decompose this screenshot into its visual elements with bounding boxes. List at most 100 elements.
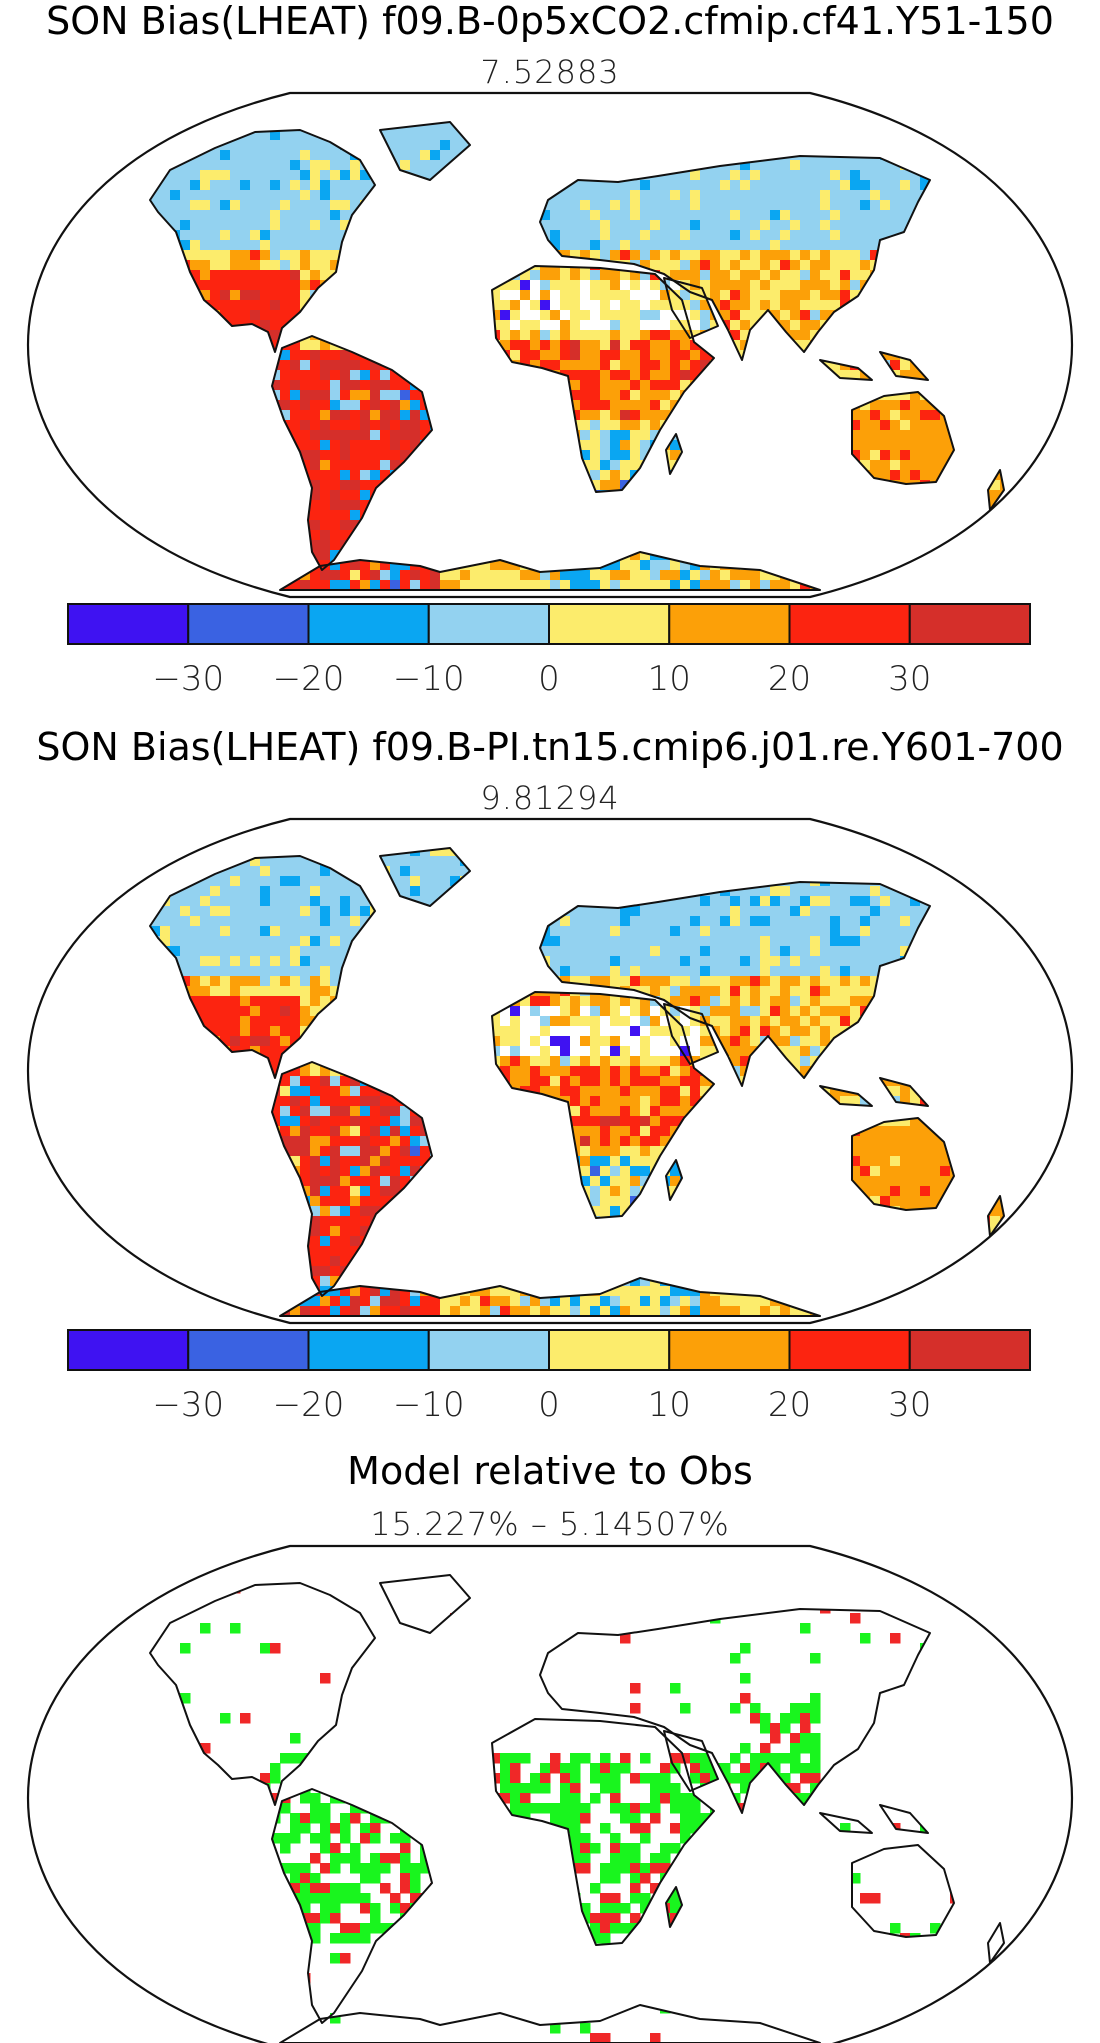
grid-cell [30, 480, 41, 491]
grid-cell [320, 430, 331, 441]
grid-cell [990, 90, 1001, 101]
grid-cell [570, 290, 581, 301]
grid-cell [1040, 210, 1051, 221]
grid-cell [1080, 200, 1091, 211]
grid-cell [400, 450, 411, 461]
grid-cell [450, 150, 461, 161]
grid-cell [640, 430, 651, 441]
grid-cell [600, 460, 611, 471]
grid-cell [410, 390, 421, 401]
grid-cell [340, 220, 351, 231]
grid-cell [670, 300, 681, 311]
grid-cell [10, 350, 21, 361]
grid-cell [600, 330, 611, 341]
grid-cell [220, 140, 231, 151]
grid-cell [1070, 520, 1081, 531]
grid-cell [1080, 190, 1091, 201]
grid-cell [1090, 390, 1100, 401]
grid-cell [530, 270, 541, 281]
grid-cell [1050, 150, 1061, 161]
grid-cell [650, 320, 661, 331]
grid-cell [570, 310, 581, 321]
grid-cell [80, 110, 91, 121]
grid-cell [60, 480, 71, 491]
grid-cell [370, 390, 381, 401]
grid-cell [680, 310, 691, 321]
grid-cell [600, 430, 611, 441]
grid-cell [200, 200, 211, 211]
grid-cell [370, 360, 381, 371]
grid-cell [890, 210, 901, 221]
grid-cell [330, 180, 341, 191]
grid-cell [780, 290, 791, 301]
grid-cell [310, 410, 321, 421]
grid-cell [20, 100, 31, 111]
grid-cell [250, 180, 261, 191]
grid-cell [350, 400, 361, 411]
grid-cell [340, 480, 351, 491]
grid-cell [410, 420, 421, 431]
grid-cell [600, 470, 611, 481]
grid-cell [610, 180, 621, 191]
grid-cell [340, 380, 351, 391]
grid-cell [680, 330, 691, 341]
grid-cell [10, 310, 21, 321]
grid-cell [1010, 500, 1021, 511]
grid-cell [340, 190, 351, 201]
grid-cell [860, 430, 871, 441]
grid-cell [610, 400, 621, 411]
grid-cell [900, 180, 911, 191]
grid-cell [500, 300, 511, 311]
grid-cell [680, 360, 691, 371]
grid-cell [30, 540, 41, 551]
grid-cell [1080, 480, 1091, 491]
grid-cell [500, 280, 511, 291]
grid-cell [50, 460, 61, 471]
grid-cell [710, 280, 721, 291]
grid-cell [390, 370, 401, 381]
grid-cell [50, 540, 61, 551]
grid-cell [880, 160, 891, 171]
grid-cell [1070, 290, 1081, 301]
grid-cell [610, 480, 621, 491]
grid-cell [220, 310, 231, 321]
grid-cell [380, 430, 391, 441]
grid-cell [380, 380, 391, 391]
grid-cell [1090, 380, 1100, 391]
grid-cell [1000, 170, 1004, 181]
grid-cell [0, 240, 11, 251]
grid-cell [400, 420, 411, 431]
grid-cell [590, 410, 601, 421]
grid-cell [180, 250, 191, 261]
grid-cell [650, 210, 661, 221]
grid-cell [10, 450, 21, 461]
grid-cell [650, 180, 661, 191]
grid-cell [380, 470, 391, 481]
grid-cell [610, 210, 621, 221]
grid-cell [870, 200, 881, 211]
grid-cell [810, 160, 821, 171]
grid-cell [260, 280, 271, 291]
grid-cell [350, 350, 361, 361]
grid-cell [250, 240, 261, 251]
grid-cell [930, 100, 941, 111]
grid-cell [0, 410, 11, 421]
grid-cell [350, 200, 361, 211]
grid-cell [790, 230, 801, 241]
grid-cell [590, 340, 601, 351]
grid-cell [300, 440, 311, 451]
grid-cell [570, 330, 581, 341]
grid-cell [660, 320, 671, 331]
grid-cell [1030, 90, 1041, 101]
grid-cell [820, 210, 831, 221]
grid-cell [20, 110, 31, 121]
grid-cell [660, 290, 671, 301]
grid-cell [110, 540, 121, 551]
grid-cell [190, 260, 201, 271]
grid-cell [250, 150, 261, 161]
grid-cell [150, 140, 151, 151]
grid-cell [580, 310, 591, 321]
grid-cell [30, 470, 41, 481]
grid-cell [1080, 160, 1091, 171]
grid-cell [30, 90, 41, 101]
